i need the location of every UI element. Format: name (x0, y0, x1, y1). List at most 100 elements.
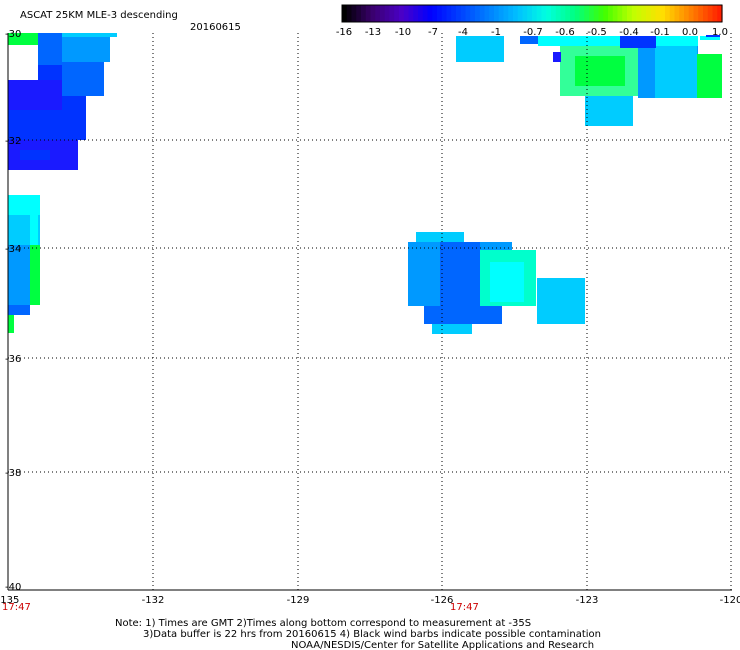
colorbar-segment (717, 5, 723, 22)
colorbar-label: -7 (428, 27, 438, 38)
colorbar-segment (465, 5, 471, 22)
colorbar-segment (408, 5, 414, 22)
colorbar-segment (579, 5, 585, 22)
colorbar-label: 0.0 (682, 27, 698, 38)
colorbar-segment (403, 5, 410, 22)
wind-data-cell (38, 65, 62, 80)
colorbar-segment (551, 5, 557, 22)
map-grid (7, 33, 732, 591)
latitude-labels: -30 -32 -34 -36 -38 -40 (5, 29, 21, 593)
colorbar-segment (693, 5, 699, 22)
colorbar-segment (418, 5, 424, 22)
colorbar-label: -4 (458, 27, 468, 38)
colorbar-segment (570, 5, 576, 22)
colorbar-label: -0.6 (555, 27, 575, 38)
time-label: 17:47 (450, 602, 479, 613)
lat-label: -32 (5, 136, 21, 147)
colorbar-segment (608, 5, 614, 22)
colorbar (341, 4, 723, 23)
colorbar-segment (546, 5, 552, 22)
colorbar-segment (622, 5, 628, 22)
wind-data-cell (424, 306, 502, 324)
wind-data-cell (8, 195, 40, 215)
colorbar-label: -0.1 (650, 27, 670, 38)
colorbar-segment (361, 5, 367, 22)
lat-label: -30 (5, 29, 21, 40)
wind-data-cell (520, 36, 538, 44)
colorbar-segment (451, 5, 457, 22)
colorbar-segment (593, 5, 600, 22)
colorbar-segment (674, 5, 680, 22)
wind-data-cell (416, 232, 464, 242)
colorbar-segment (427, 5, 433, 22)
longitude-labels: -135 -132 -129 -126 -123 -120 (0, 595, 740, 606)
colorbar-segment (446, 5, 452, 22)
colorbar-segment (399, 5, 405, 22)
colorbar-segment (641, 5, 647, 22)
colorbar-segment (489, 5, 495, 22)
colorbar-segment (655, 5, 661, 22)
product-title: ASCAT 25KM MLE-3 descending (20, 10, 178, 21)
colorbar-label: -1 (491, 27, 501, 38)
wind-data-cell (30, 245, 40, 305)
colorbar-segment (413, 5, 419, 22)
wind-data-cell (8, 80, 62, 110)
colorbar-segment (522, 5, 528, 22)
colorbar-segment (356, 5, 362, 22)
wind-data-cell (20, 150, 50, 160)
colorbar-segment (422, 5, 429, 22)
wind-data-cell (575, 56, 625, 86)
lon-label: -120 (720, 595, 740, 606)
colorbar-label: -10 (395, 27, 411, 38)
colorbar-segment (636, 5, 642, 22)
colorbar-segment (479, 5, 486, 22)
colorbar-segment (503, 5, 509, 22)
colorbar-segment (484, 5, 490, 22)
colorbar-segment (650, 5, 657, 22)
wind-data-cell (30, 215, 38, 245)
colorbar-segment (370, 5, 376, 22)
colorbar-label: -0.7 (523, 27, 543, 38)
wind-data-cell (8, 110, 62, 140)
footer-credit: NOAA/NESDIS/Center for Satellite Applica… (291, 640, 594, 650)
colorbar-segment (527, 5, 533, 22)
colorbar-segment (627, 5, 633, 22)
colorbar-segment (532, 5, 538, 22)
date-label: 20160615 (190, 22, 241, 33)
wind-data-cell (8, 305, 30, 315)
wind-data-cell (62, 33, 117, 37)
wind-data-cell (38, 45, 62, 65)
colorbar-segment (432, 5, 438, 22)
colorbar-segment (475, 5, 481, 22)
colorbar-segment (494, 5, 500, 22)
colorbar-segment (617, 5, 623, 22)
wind-data-cell (440, 242, 480, 312)
colorbar-segment (517, 5, 524, 22)
wind-data-cell (655, 46, 697, 98)
colorbar-segment (513, 5, 519, 22)
colorbar-labels: -16 -13 -10 -7 -4 -1 -0.7 -0.6 -0.5 -0.4… (336, 27, 728, 38)
colorbar-segment (508, 5, 514, 22)
colorbar-label: -16 (336, 27, 352, 38)
colorbar-segment (598, 5, 604, 22)
colorbar-segment (707, 5, 714, 22)
wind-data-cell (700, 36, 720, 40)
wind-data-cell (585, 96, 633, 126)
wind-data-cell (538, 36, 698, 46)
wind-data-cell (62, 62, 104, 96)
colorbar-segment (560, 5, 566, 22)
colorbar-segment (384, 5, 391, 22)
wind-data-cell (38, 33, 62, 45)
colorbar-segment (375, 5, 381, 22)
colorbar-segment (660, 5, 666, 22)
footer-note-2: 3)Data buffer is 22 hrs from 20160615 4)… (143, 629, 601, 640)
colorbar-segment (394, 5, 400, 22)
wind-data-cell (8, 315, 14, 333)
colorbar-segment (631, 5, 638, 22)
colorbar-label: -0.5 (587, 27, 607, 38)
lat-label: -36 (5, 354, 21, 365)
wind-data-cell (432, 324, 472, 334)
colorbar-segment (574, 5, 581, 22)
colorbar-segment (665, 5, 671, 22)
